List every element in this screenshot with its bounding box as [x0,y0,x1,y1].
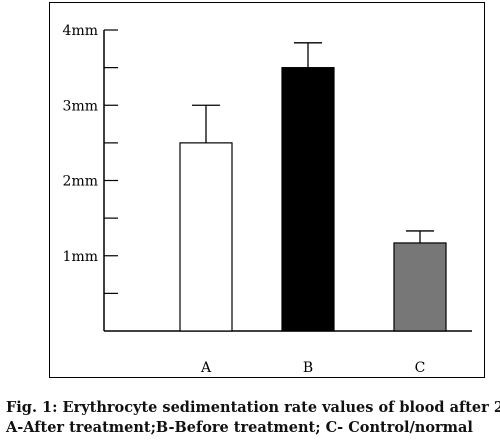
y-tick-label: 3mm [63,98,98,114]
caption-line-2: A-After treatment;B-Before treatment; C-… [6,419,473,436]
y-tick-label: 1mm [63,249,98,265]
x-tick-label-A: A [200,360,212,376]
y-tick-label: 4mm [63,23,98,39]
error-bars [192,42,434,243]
tick-labels: 1mm 2mm 3mm 4mm A B C [63,23,426,376]
bar-B [281,67,335,332]
bar-A [179,142,233,332]
figure-frame [49,2,485,378]
y-tick-label: 2mm [63,174,98,190]
caption-line-1: Fig. 1: Erythrocyte sedimentation rate v… [6,399,500,416]
bar-C [393,242,447,332]
x-tick-label-B: B [303,360,313,376]
figure-caption: Fig. 1: Erythrocyte sedimentation rate v… [6,398,500,438]
bar-chart: 1mm 2mm 3mm 4mm A B C [63,23,472,376]
bars [179,67,447,332]
x-tick-label-C: C [415,360,426,376]
